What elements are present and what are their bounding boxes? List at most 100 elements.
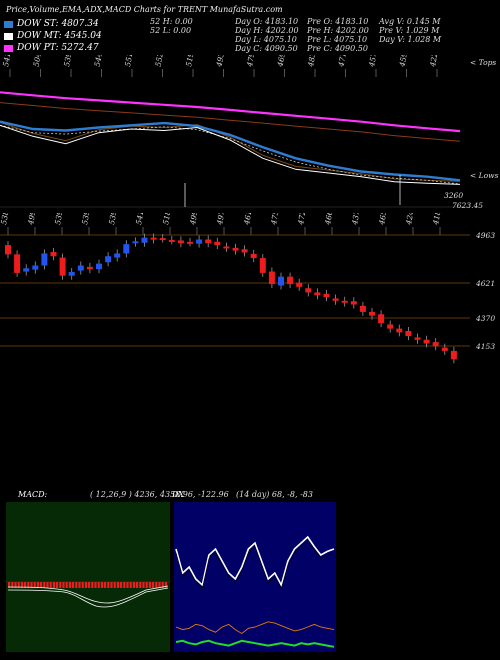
top-label: 4650 [377,213,389,226]
top-label: 4617 [242,213,254,226]
top-label: 4227 [428,55,440,68]
candle [405,330,412,337]
macd-hist-bar [78,582,81,588]
candle [305,288,312,293]
candle [59,257,66,276]
candle [350,301,357,305]
macd-hist-bar [33,582,36,588]
adx-chart [174,502,336,652]
top-label: 5382 [0,213,11,225]
macd-hist-bar [59,582,62,588]
legend-label: DOW PT: 5272.47 [17,43,99,53]
macd-hist-bar [104,582,107,588]
candle [369,311,375,316]
macd-hist-bar [14,582,17,588]
top-label: 4661 [323,213,335,226]
top-label: 4244 [404,213,416,226]
macd-hist-bar [49,582,52,588]
series-line-orange-ema [0,102,461,142]
stat-cell: Day C: 4090.50 [235,44,298,53]
week52-item: 52 L: 0.00 [150,26,192,35]
stat-cell: Pre O: 4183.10 [307,17,369,26]
macd-line [7,587,169,608]
stat-cell: Pre L: 4075.10 [307,35,368,44]
series-line-minus-di [175,639,335,648]
macd-hist-bar [132,582,135,588]
macd-signal-line [7,585,169,604]
candle [23,268,30,272]
candle [86,266,93,270]
candle [141,237,148,243]
macd-hist-bar [148,582,151,588]
candle [68,272,75,276]
candle [14,254,21,273]
series-line-plus-di [175,621,335,635]
candle [432,342,439,347]
macd-title: MACD: [18,490,48,499]
macd-hist-bar [158,582,161,588]
macd-hist-bar [100,582,103,588]
candle [187,241,193,244]
level-label: 4963 [475,231,495,240]
candle [232,247,239,251]
macd-hist-bar [91,582,94,588]
top-label: 5418 [1,55,13,67]
right-top-label: < Tops [470,58,496,67]
stat-cell: Pre V: 1.029 M [379,26,440,35]
candle [177,240,184,244]
macd-hist-bar [56,582,59,588]
macd-hist-bar [24,582,27,588]
candle [132,241,139,244]
candle [387,324,394,329]
candle [159,238,166,241]
top-label: 4937 [214,55,226,68]
stat-cell: Day L: 4075.10 [235,35,297,44]
top-label: 4725 [296,213,308,226]
legend-swatch [4,20,13,28]
candle [205,239,212,244]
candle [450,350,457,360]
top-label: 4791 [245,55,257,68]
candle [314,292,321,296]
top-label: 5397 [62,55,74,67]
stat-cell: Avg V: 0.145 M [379,17,441,26]
series-line-dx [175,535,335,588]
legend-label: DOW MT: 4545.04 [17,31,102,41]
stat-cell: Pre H: 4202.00 [307,26,369,35]
candle [268,271,275,285]
legend-swatch [4,44,13,52]
candle [323,293,330,298]
legend-swatch [4,32,13,40]
candle [296,282,303,287]
macd-hist-bar [30,582,33,588]
price-label: 7623.45 [452,201,483,210]
macd-hist-bar [97,582,100,588]
top-label: 5396 [80,213,92,225]
top-label: 5412 [134,213,146,225]
top-label: 4979 [215,213,227,226]
top-label: 5044 [32,55,44,67]
macd-values: ( 12,26,9 ) 4236, 4358.96, -122.96 [90,490,229,499]
macd-hist-bar [155,582,158,588]
candle [114,253,121,258]
top-label: 4991 [188,213,200,226]
top-label: 4691 [275,55,287,68]
macd-hist-bar [107,582,110,588]
macd-hist-bar [20,582,23,588]
legend-item: DOW PT: 5272.47 [4,42,116,54]
candle [423,339,430,344]
macd-hist-bar [65,582,68,588]
series-line-dow-mt [0,124,461,185]
candle [259,258,266,273]
level-label: 4370 [475,314,495,323]
top-label: 5394 [53,213,65,225]
candle [214,241,221,246]
macd-hist-bar [120,582,123,588]
legend-item: DOW ST: 4807.34 [4,18,116,30]
top-label: 4994 [26,213,38,226]
macd-hist-bar [81,582,84,588]
legend: DOW ST: 4807.34 DOW MT: 4545.04 DOW PT: 52… [4,18,116,54]
candle [223,246,230,249]
macd-hist-bar [40,582,43,588]
top-label: 5444 [93,55,105,67]
